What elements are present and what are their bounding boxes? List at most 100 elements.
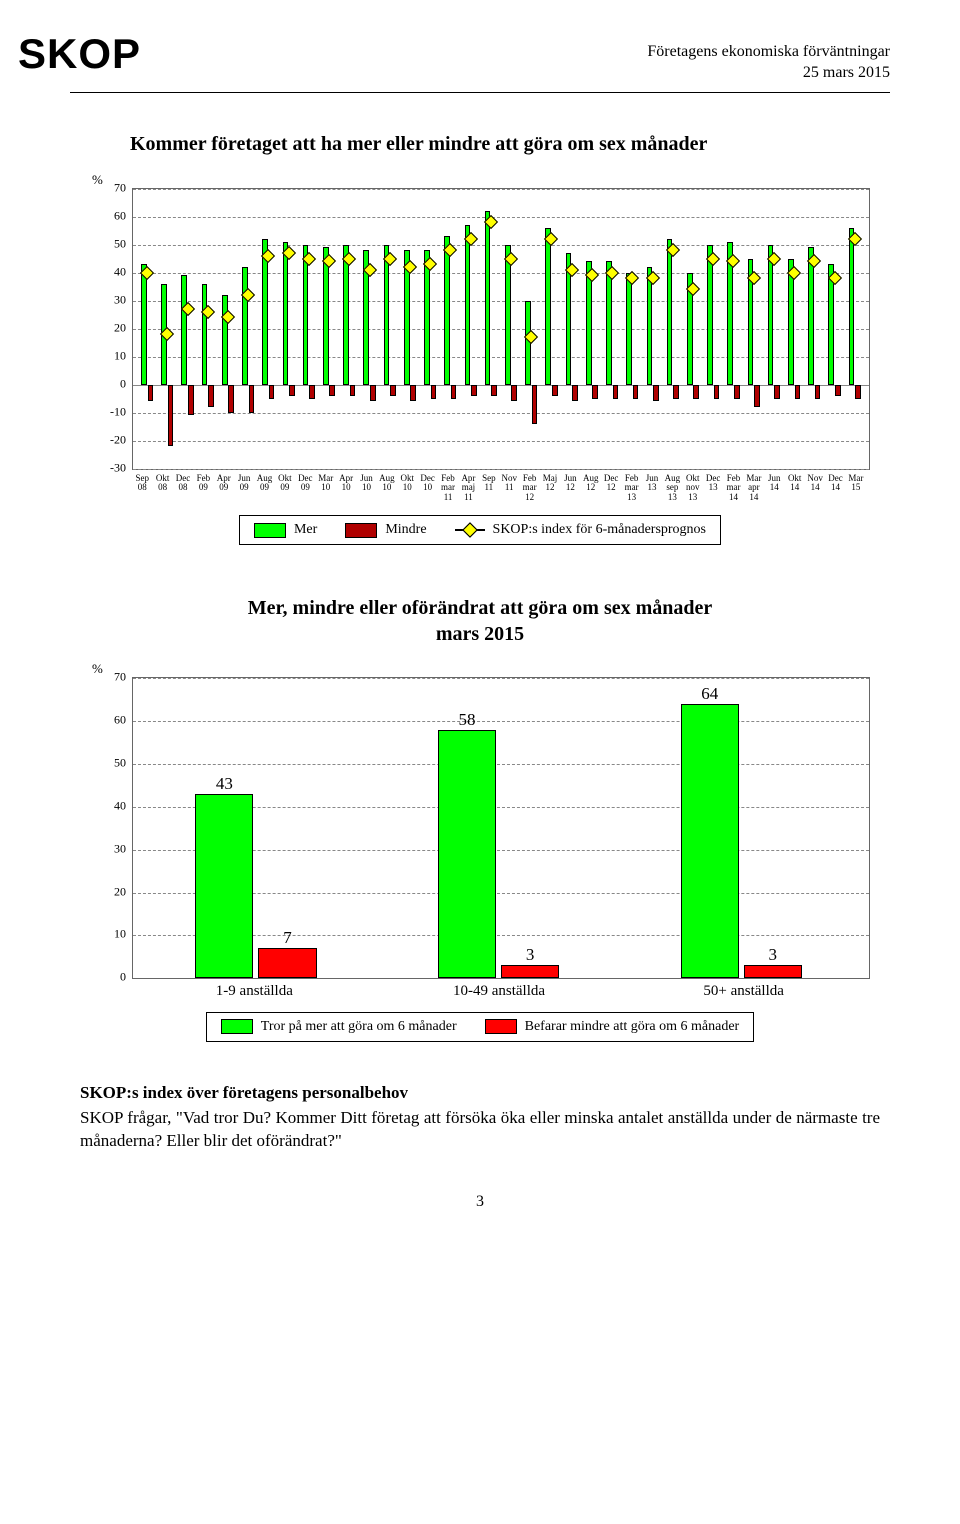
header-line2: 25 mars 2015 (647, 63, 890, 84)
bar-mindre (744, 965, 802, 978)
x-tick-label: Feb09 (193, 474, 213, 504)
bar-mindre (289, 385, 295, 396)
bar-mindre (572, 385, 578, 402)
chart2-x-labels: 1-9 anställda10-49 anställda50+ anställd… (90, 979, 870, 1000)
bar-group (723, 189, 743, 469)
bar-group (501, 189, 521, 469)
header-meta: Företagens ekonomiska förväntningar 25 m… (647, 30, 890, 84)
body-text: SKOP:s index över företagens personalbeh… (80, 1082, 880, 1153)
bar-group (137, 189, 157, 469)
bar-mindre (350, 385, 356, 396)
value-label: 43 (216, 774, 233, 794)
bar-mindre (734, 385, 740, 399)
value-label: 58 (459, 710, 476, 730)
x-tick-label: Mar15 (846, 474, 866, 504)
bar-mindre (815, 385, 821, 399)
legend-label-index: SKOP:s index för 6-månadersprognos (493, 522, 706, 538)
bar-group (218, 189, 238, 469)
bar-mer (195, 794, 253, 978)
chart1-title: Kommer företaget att ha mer eller mindre… (130, 133, 870, 156)
bar-mer (849, 228, 855, 385)
x-tick-label: Okt14 (785, 474, 805, 504)
page-number: 3 (0, 1193, 960, 1211)
x-tick-label: Jun13 (642, 474, 662, 504)
bar-mindre (390, 385, 396, 396)
x-tick-label: Okt10 (397, 474, 417, 504)
y-tick-label: 0 (120, 376, 126, 391)
y-tick-label: 20 (114, 884, 126, 899)
x-tick-label: Febmar11 (438, 474, 458, 504)
x-tick-label: Apr10 (336, 474, 356, 504)
x-tick-label: Oktnov13 (683, 474, 703, 504)
y-tick-label: -10 (110, 404, 126, 419)
bar-mer (181, 275, 187, 384)
bar-group (845, 189, 865, 469)
chart2-y-axis: 010203040506070 (90, 677, 132, 977)
y-tick-label: 40 (114, 798, 126, 813)
bar-mindre (613, 385, 619, 399)
section-paragraph: SKOP frågar, "Vad tror Du? Kommer Ditt f… (80, 1107, 880, 1153)
bar-group (602, 189, 622, 469)
x-tick-label: Okt08 (152, 474, 172, 504)
y-tick-label: 40 (114, 264, 126, 279)
bar-mindre (653, 385, 659, 402)
legend-label-tror-mer: Tror på mer att göra om 6 månader (261, 1019, 457, 1035)
bar-group (481, 189, 501, 469)
x-tick-label: 10-49 anställda (377, 983, 622, 1000)
x-tick-label: Sep11 (479, 474, 499, 504)
y-tick-label: 10 (114, 927, 126, 942)
legend-label-mindre: Mindre (385, 522, 426, 538)
bar-mindre (633, 385, 639, 399)
bar-mer (667, 239, 673, 385)
y-tick-label: 10 (114, 348, 126, 363)
bar-group (440, 189, 460, 469)
bar-mindre (714, 385, 720, 399)
bar-mindre (501, 965, 559, 978)
bar-mer (141, 264, 147, 384)
bar-group (764, 189, 784, 469)
bar-mindre (431, 385, 437, 399)
bar-mindre (511, 385, 517, 402)
bar-mindre (693, 385, 699, 399)
bar-mer (485, 211, 491, 385)
swatch-tror-mer (221, 1019, 253, 1034)
y-tick-label: 70 (114, 670, 126, 685)
x-tick-label: Augsep13 (662, 474, 682, 504)
bar-mindre (329, 385, 335, 396)
bar-mer (323, 247, 329, 384)
x-tick-label: Aug10 (377, 474, 397, 504)
x-tick-label: Jun09 (234, 474, 254, 504)
bar-group: 43 7 (137, 678, 380, 978)
section-heading: SKOP:s index över företagens personalbeh… (80, 1082, 880, 1105)
x-tick-label: Mar10 (316, 474, 336, 504)
swatch-befarar-mindre (485, 1019, 517, 1034)
bar-mindre (532, 385, 538, 424)
y-tick-label: 30 (114, 292, 126, 307)
legend-item-mindre: Mindre (345, 522, 426, 538)
bar-mindre (491, 385, 497, 396)
x-tick-label: Okt09 (275, 474, 295, 504)
bar-mer (222, 295, 228, 385)
x-tick-label: Aug12 (581, 474, 601, 504)
value-label: 64 (701, 684, 718, 704)
bar-group (622, 189, 642, 469)
brand-logo: SKOP (18, 30, 141, 78)
x-tick-label: Febmar13 (621, 474, 641, 504)
chart1-y-axis: -30-20-10010203040506070 (90, 188, 132, 468)
value-label: 7 (283, 928, 292, 948)
bar-mindre (228, 385, 234, 413)
bar-group (683, 189, 703, 469)
x-tick-label: 1-9 anställda (132, 983, 377, 1000)
bar-group (521, 189, 541, 469)
y-tick-label: 30 (114, 841, 126, 856)
bar-group: 643 (622, 678, 865, 978)
bar-group (177, 189, 197, 469)
bar-group (198, 189, 218, 469)
chart-six-month-forecast: Kommer företaget att ha mer eller mindre… (90, 133, 870, 546)
bar-group (582, 189, 602, 469)
bar-mer (283, 242, 289, 385)
bar-group (400, 189, 420, 469)
bar-mer (626, 273, 632, 385)
bar-group (642, 189, 662, 469)
bar-mindre (795, 385, 801, 399)
